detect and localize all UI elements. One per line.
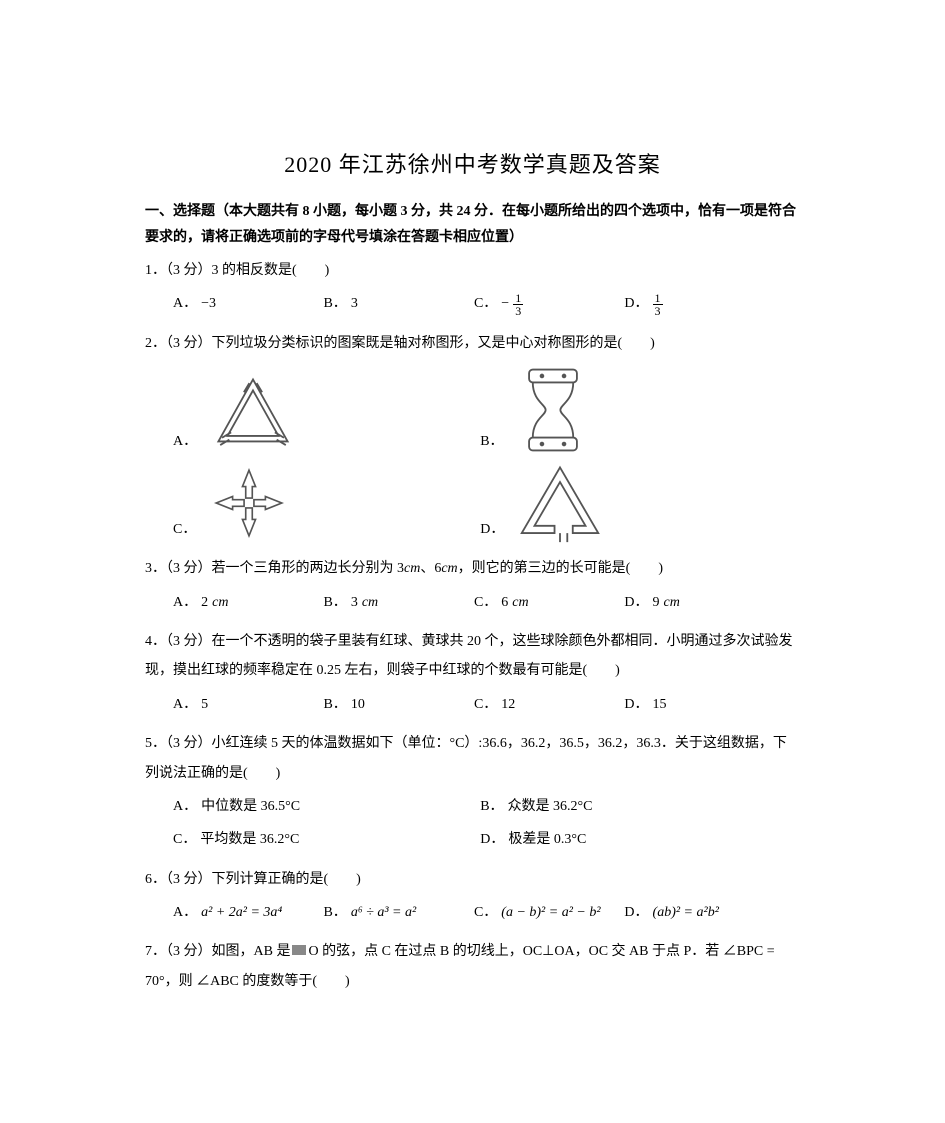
q2-stem: 2．（3 分）下列垃圾分类标识的图案既是轴对称图形，又是中心对称图形的是( )	[145, 329, 800, 358]
q6-stem: 6．（3 分）下列计算正确的是( )	[145, 865, 800, 894]
q6-options: A．a² + 2a² = 3a⁴ B．a⁶ ÷ a³ = a² C．(a − b…	[145, 898, 800, 927]
opt-label: A．	[173, 427, 197, 456]
opt-label: D．	[480, 515, 504, 544]
q5-opt-d: D．极差是 0.3°C	[480, 825, 787, 854]
q6-opt-d: D．(ab)² = a²b²	[624, 898, 774, 927]
opt-label: C．	[173, 515, 196, 544]
q1-options: A． −3 B． 3 C． − 1 3 D． 1 3	[145, 289, 800, 318]
q4-stem: 4．（3 分）在一个不透明的袋子里装有红球、黄球共 20 个，这些球除颜色外都相…	[145, 627, 800, 686]
arrows-in-icon	[206, 462, 292, 544]
opt-label: B．	[480, 427, 503, 456]
q6-opt-a: A．a² + 2a² = 3a⁴	[173, 898, 323, 927]
q4-opt-b: B．10	[323, 690, 473, 719]
q4-options: A．5 B．10 C．12 D．15	[145, 690, 800, 719]
q4-opt-a: A．5	[173, 690, 323, 719]
q2-opt-c: C．	[173, 462, 480, 544]
q5-options-row2: C．平均数是 36.2°C D．极差是 0.3°C	[145, 825, 800, 854]
question-3: 3．（3 分）若一个三角形的两边长分别为 3cm、6cm，则它的第三边的长可能是…	[145, 554, 800, 617]
q2-opt-b: B．	[480, 364, 787, 456]
opt-label: D．	[624, 289, 648, 318]
question-4: 4．（3 分）在一个不透明的袋子里装有红球、黄球共 20 个，这些球除颜色外都相…	[145, 627, 800, 719]
opt-value: 3	[351, 289, 358, 318]
question-1: 1．（3 分）3 的相反数是( ) A． −3 B． 3 C． − 1 3 D．…	[145, 256, 800, 319]
section-heading: 一、选择题（本大题共有 8 小题，每小题 3 分，共 24 分．在每小题所给出的…	[145, 199, 800, 252]
q3-opt-a: A．2cm	[173, 588, 323, 617]
q3-opt-d: D．9cm	[624, 588, 774, 617]
q6-opt-c: C．(a − b)² = a² − b²	[474, 898, 624, 927]
q5-options-row1: A．中位数是 36.5°C B．众数是 36.2°C	[145, 792, 800, 821]
hourglass-box-icon	[514, 364, 592, 456]
recycle-triangle-icon	[207, 374, 299, 456]
q1-opt-d: D． 1 3	[624, 289, 774, 318]
q5-stem: 5．（3 分）小红连续 5 天的体温数据如下（单位：°C）:36.6，36.2，…	[145, 729, 800, 788]
q2-row2: C． D．	[145, 462, 800, 544]
opt-label: C．	[474, 289, 497, 318]
q5-opt-b: B．众数是 36.2°C	[480, 792, 787, 821]
q2-opt-a: A．	[173, 374, 480, 456]
question-2: 2．（3 分）下列垃圾分类标识的图案既是轴对称图形，又是中心对称图形的是( ) …	[145, 329, 800, 544]
question-6: 6．（3 分）下列计算正确的是( ) A．a² + 2a² = 3a⁴ B．a⁶…	[145, 865, 800, 928]
question-5: 5．（3 分）小红连续 5 天的体温数据如下（单位：°C）:36.6，36.2，…	[145, 729, 800, 855]
q7-stem: 7．（3 分）如图，AB 是O 的弦，点 C 在过点 B 的切线上，OC⊥OA，…	[145, 937, 800, 996]
fraction-icon: 1 3	[653, 292, 663, 317]
q3-opt-b: B．3cm	[323, 588, 473, 617]
q2-opt-d: D．	[480, 462, 787, 544]
q1-opt-a: A． −3	[173, 289, 323, 318]
question-7: 7．（3 分）如图，AB 是O 的弦，点 C 在过点 B 的切线上，OC⊥OA，…	[145, 937, 800, 996]
opt-label: B．	[323, 289, 346, 318]
minus-sign: −	[501, 289, 509, 318]
q4-opt-d: D．15	[624, 690, 774, 719]
q4-opt-c: C．12	[474, 690, 624, 719]
opt-value: −3	[201, 289, 216, 318]
fraction-icon: 1 3	[513, 292, 523, 317]
open-triangle-icon	[514, 462, 606, 544]
q1-stem: 1．（3 分）3 的相反数是( )	[145, 256, 800, 285]
circle-placeholder-icon	[292, 945, 306, 955]
q1-opt-c: C． − 1 3	[474, 289, 624, 318]
q3-stem: 3．（3 分）若一个三角形的两边长分别为 3cm、6cm，则它的第三边的长可能是…	[145, 554, 800, 583]
q5-opt-a: A．中位数是 36.5°C	[173, 792, 480, 821]
q6-opt-b: B．a⁶ ÷ a³ = a²	[323, 898, 473, 927]
page-title: 2020 年江苏徐州中考数学真题及答案	[145, 150, 800, 181]
q3-options: A．2cm B．3cm C．6cm D．9cm	[145, 588, 800, 617]
opt-label: A．	[173, 289, 197, 318]
q3-opt-c: C．6cm	[474, 588, 624, 617]
q2-row1: A． B．	[145, 364, 800, 456]
q1-opt-b: B． 3	[323, 289, 473, 318]
q5-opt-c: C．平均数是 36.2°C	[173, 825, 480, 854]
